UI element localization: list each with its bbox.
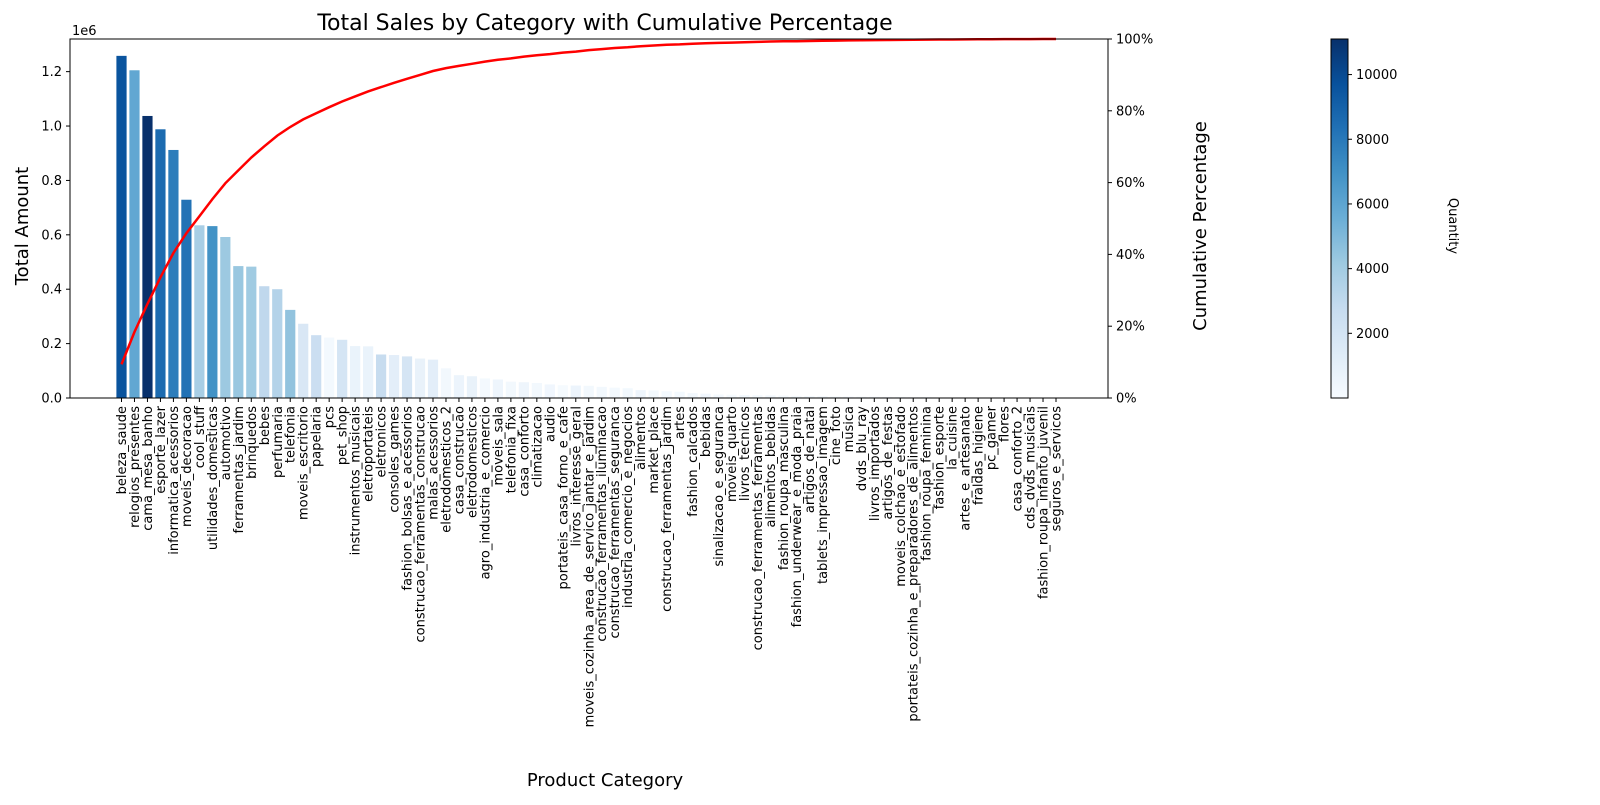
bar-construcao_ferramentas_jardim (662, 391, 672, 398)
y2-tick-label: 80% (1116, 104, 1145, 119)
colorbar-tick-label: 4000 (1356, 262, 1389, 277)
y2-tick-label: 100% (1116, 33, 1153, 48)
bar-bebes (259, 286, 269, 398)
bar-automotivo (220, 237, 230, 398)
bar-relogios_presentes (129, 70, 139, 398)
bar-telefonia (285, 310, 295, 398)
bar-sinalizacao_e_seguranca (713, 394, 723, 398)
colorbar-tick-label: 2000 (1356, 327, 1389, 342)
x-axis-title: Product Category (527, 770, 684, 791)
bar-industria_comercio_e_negocios (623, 388, 633, 398)
bar-alimentos (636, 390, 646, 398)
y2-tick-label: 0% (1116, 392, 1137, 407)
bar-construcao_ferramentas_iluminacao (597, 387, 607, 398)
colorbar-tick-label: 6000 (1356, 197, 1389, 212)
bar-informatica_acessorios (168, 150, 178, 398)
bar-cama_mesa_banho (142, 116, 152, 398)
bar-instrumentos_musicais (350, 346, 360, 398)
bar-agro_industria_e_comercio (480, 378, 490, 398)
y2-axis-title: Cumulative Percentage (1190, 121, 1211, 331)
bar-eletrodomesticos (467, 376, 477, 398)
bar-portateis_casa_forno_e_cafe (558, 385, 568, 398)
bar-pet_shop (337, 340, 347, 398)
colorbar-tick-label: 10000 (1356, 68, 1397, 83)
bar-pcs (324, 338, 334, 398)
bars-group (116, 56, 1061, 398)
colorbar-title: Quantity (1445, 198, 1460, 254)
bar-telefonia_fixa (506, 382, 516, 398)
bar-esporte_lazer (155, 129, 165, 398)
colorbar-ticks: 2000 4000 6000 8000 10000 (1348, 68, 1397, 342)
bar-perfumaria (272, 289, 282, 398)
bar-casa_construcao (454, 375, 464, 398)
chart-title: Total Sales by Category with Cumulative … (316, 11, 892, 36)
y-tick-label: 0.4 (41, 283, 62, 298)
bar-construcao_ferramentas_seguranca (610, 388, 620, 398)
x-tick-labels: beleza_sauderelogios_presentescama_mesa_… (115, 398, 1065, 727)
y2-tick-label: 60% (1116, 176, 1145, 191)
y-tick-label: 0.6 (41, 228, 62, 243)
bar-eletrodomesticos_2 (441, 368, 451, 398)
bar-casa_conforto (519, 382, 529, 398)
bar-utilidades_domesticas (207, 226, 217, 398)
y-ticks: 0.0 0.2 0.4 0.6 0.8 1.0 1.2 (41, 65, 70, 406)
bar-bebidas (700, 394, 710, 398)
bar-moveis_sala (493, 380, 503, 398)
y-axis-title: Total Amount (12, 167, 33, 287)
bar-malas_acessorios (428, 360, 438, 398)
bar-fashion_calcados (687, 393, 697, 398)
y-tick-label: 0.0 (41, 392, 62, 407)
y-tick-label: 0.2 (41, 337, 62, 352)
y2-tick-label: 20% (1116, 320, 1145, 335)
bar-eletroportateis (363, 346, 373, 398)
bar-audio (545, 384, 555, 398)
y-tick-label: 1.0 (41, 120, 62, 135)
y-offset-label: 1e6 (72, 24, 97, 39)
bar-moveis_escritorio (298, 324, 308, 398)
bar-cool_stuff (194, 225, 204, 398)
bar-fashion_bolsas_e_acessorios (402, 356, 412, 398)
bar-beleza_saude (116, 56, 126, 398)
bar-eletronicos (376, 354, 386, 398)
bar-moveis_cozinha_area_de_servico_jantar_e_jardim (584, 386, 594, 398)
colorbar (1331, 39, 1348, 398)
bar-climatizacao (532, 383, 542, 398)
colorbar-tick-label: 8000 (1356, 133, 1389, 148)
x-tick-label: seguros_e_servicos (1050, 406, 1065, 532)
bar-ferramentas_jardim (233, 266, 243, 398)
bar-construcao_ferramentas_construcao (415, 359, 425, 398)
y-tick-label: 1.2 (41, 65, 62, 80)
bar-papelaria (311, 335, 321, 398)
bar-artes (675, 392, 685, 398)
y2-ticks: 0% 20% 40% 60% 80% 100% (1108, 33, 1153, 407)
bar-brinquedos (246, 267, 256, 398)
bar-consoles_games (389, 355, 399, 398)
y2-tick-label: 40% (1116, 248, 1145, 263)
bar-market_place (649, 390, 659, 398)
y-tick-label: 0.8 (41, 174, 62, 189)
bar-livros_interesse_geral (571, 385, 581, 398)
